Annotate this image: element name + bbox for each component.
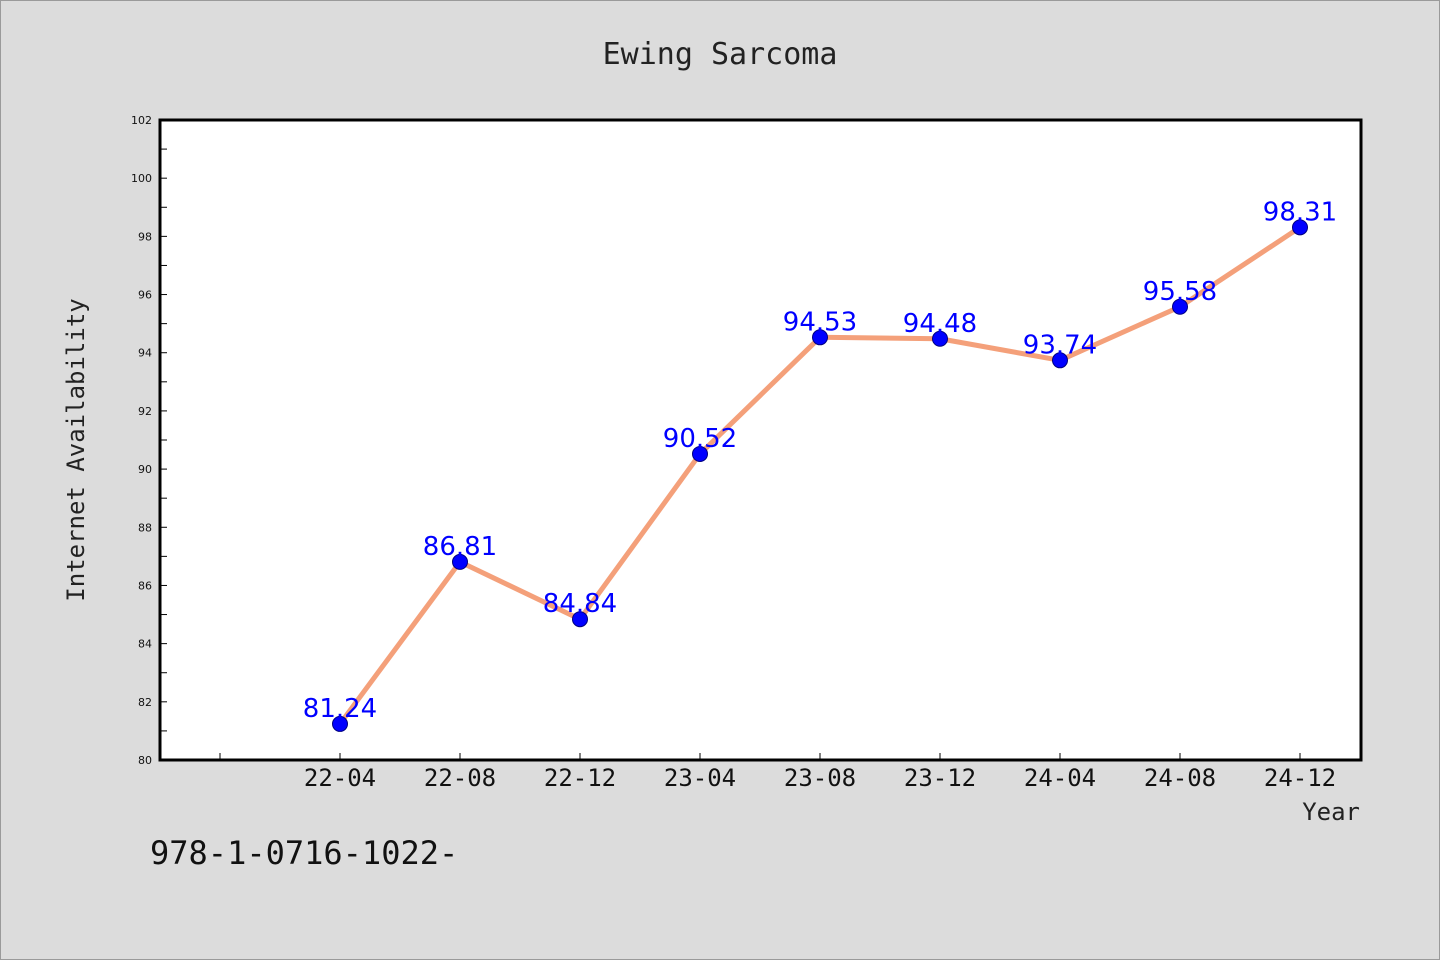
data-label: 95.58 <box>1143 277 1217 307</box>
data-label: 81.24 <box>303 694 377 724</box>
y-tick-label: 100 <box>131 172 152 185</box>
data-label: 84.84 <box>543 589 617 619</box>
x-tick-label: 24-04 <box>1024 764 1096 792</box>
data-point <box>572 611 588 628</box>
x-tick-label: 22-12 <box>544 764 616 792</box>
data-point <box>332 715 348 732</box>
data-label: 94.53 <box>783 307 857 337</box>
y-tick-label: 86 <box>138 579 152 592</box>
chart-title: Ewing Sarcoma <box>603 37 838 72</box>
data-markers <box>332 219 1308 732</box>
data-point <box>1292 219 1308 236</box>
y-tick-label: 84 <box>138 638 152 651</box>
data-point <box>932 330 948 347</box>
data-label: 94.48 <box>903 309 977 339</box>
data-label: 98.31 <box>1263 197 1337 227</box>
x-tick-label: 24-08 <box>1144 764 1216 792</box>
plot-border <box>158 118 1363 762</box>
y-tick-label: 90 <box>138 463 152 476</box>
y-tick-label: 102 <box>131 114 152 127</box>
x-axis: 22-04 22-08 22-12 23-04 23-08 23-12 24-04 24-08… <box>219 753 1336 792</box>
x-tick-label: 23-04 <box>664 764 736 792</box>
y-axis-label: Internet Availability <box>62 298 90 601</box>
data-labels: 81.24 86.81 84.84 90.52 94.53 94.48 93.74 95.58… <box>303 197 1337 724</box>
y-tick-label: 82 <box>138 696 152 709</box>
footnote: 978-1-0716-1022- <box>150 834 458 872</box>
data-point <box>452 553 468 570</box>
y-tick-label: 80 <box>138 754 152 767</box>
y-tick-label: 98 <box>138 230 152 243</box>
y-tick-label: 94 <box>138 347 152 360</box>
y-tick-label: 92 <box>138 405 152 418</box>
y-tick-label: 88 <box>138 521 152 534</box>
data-label: 90.52 <box>663 424 737 454</box>
x-tick-label: 24-12 <box>1264 764 1336 792</box>
plot-area <box>160 120 1361 760</box>
x-tick-label: 23-12 <box>904 764 976 792</box>
x-tick-label: 22-08 <box>424 764 496 792</box>
data-point <box>692 445 708 462</box>
y-tick-label: 96 <box>138 289 152 302</box>
data-point <box>812 329 828 346</box>
data-label: 93.74 <box>1023 330 1097 360</box>
data-point <box>1172 298 1188 315</box>
x-axis-label: Year <box>1302 798 1360 826</box>
data-point <box>1052 352 1068 369</box>
data-label: 86.81 <box>423 532 497 562</box>
x-tick-label: 23-08 <box>784 764 856 792</box>
x-tick-label: 22-04 <box>304 764 376 792</box>
